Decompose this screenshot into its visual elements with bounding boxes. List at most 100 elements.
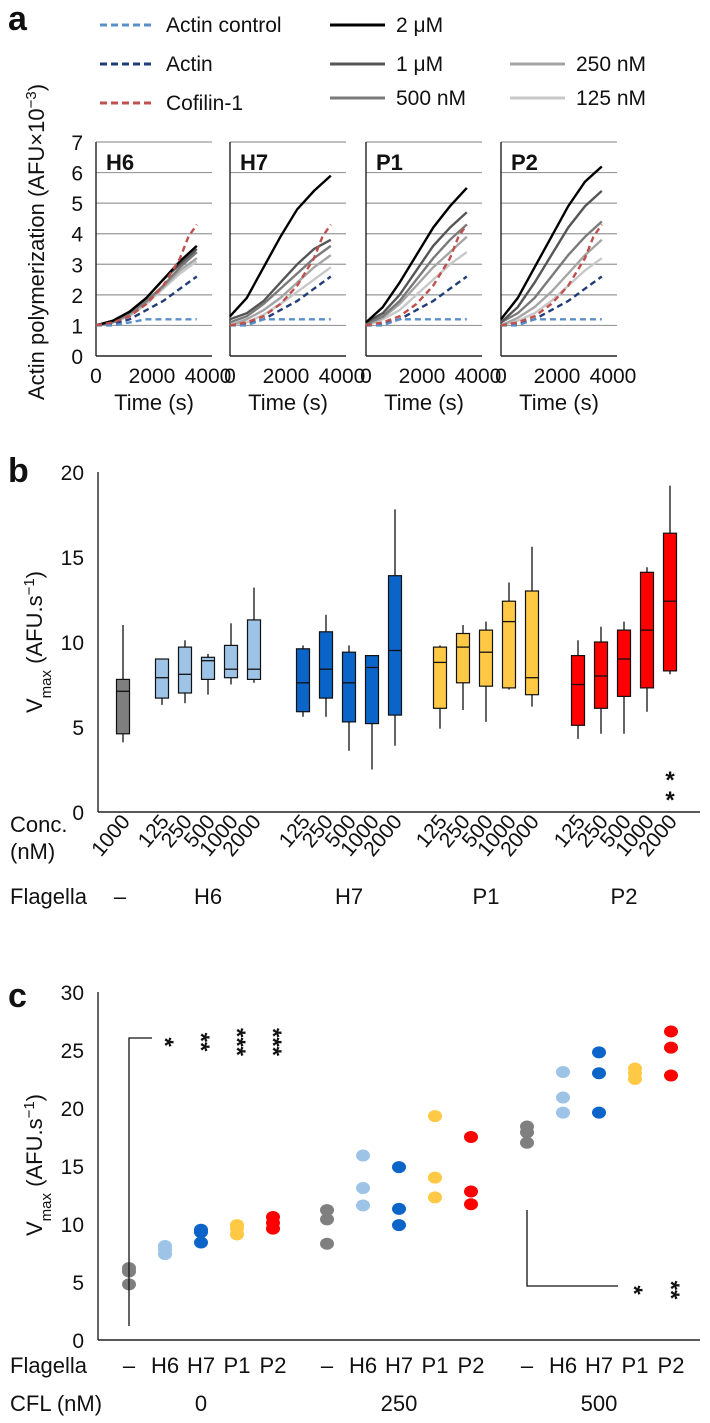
panel-a-x-tick: 2000 <box>129 365 176 388</box>
panel-b-y-axis-title-end: ) <box>22 571 47 578</box>
panel-c-point-250-H6-1 <box>356 1182 370 1195</box>
panel-c-point-0-P2-2 <box>266 1211 280 1224</box>
panel-c-y-tick: 20 <box>61 1098 84 1121</box>
panel-c-significance-bottom: * <box>620 1285 647 1295</box>
panel-a-y-axis-title-end: ) <box>24 84 49 91</box>
panel-b-box-body <box>570 654 586 726</box>
panel-c-point-0-P1-2 <box>230 1219 244 1232</box>
panel-c-flagella-tick: – <box>321 1353 334 1378</box>
panel-b-box-–-1000 <box>115 625 131 743</box>
panel-a-y-tick: 3 <box>71 254 83 277</box>
panel-c-y-axis-title-v: V <box>22 1221 47 1236</box>
panel-a-x-tick: 4000 <box>455 365 502 388</box>
panel-c-significance-top: *** <box>259 1028 286 1057</box>
panel-c-point-250-H7-1 <box>392 1202 406 1215</box>
panel-c-point-250-P1-0 <box>428 1191 442 1204</box>
panel-c-flagella-tick: P2 <box>658 1353 685 1378</box>
panel-b-box-body <box>524 590 540 696</box>
panel-b-conc-label: Conc. <box>10 812 67 837</box>
panel-a-y-axis-title-exp: −3 <box>23 91 40 108</box>
panel-c-cfl-label: CFL (nM) <box>10 1391 102 1416</box>
panel-b-box-P1-125 <box>432 645 448 729</box>
panel-a-x-tick: 4000 <box>590 365 637 388</box>
panel-b-box-body <box>177 646 193 694</box>
panel-letter-c: c <box>8 977 27 1015</box>
panel-b-box-body <box>246 619 262 681</box>
panel-b-box-body <box>432 646 448 709</box>
legend-label-3: 2 μM <box>396 14 443 37</box>
panel-a-series-P1-3 <box>365 187 468 324</box>
panel-a-x-tick: 2000 <box>534 365 581 388</box>
panel-b-box-body <box>295 648 311 713</box>
panel-b-box-H7-1000 <box>364 654 380 770</box>
panel-b-box-P1-1000 <box>501 582 517 690</box>
panel-b-y-axis-title-sub: max <box>38 669 55 698</box>
panel-b-y-tick: 20 <box>61 462 84 485</box>
panel-a-series-P2-2 <box>500 223 603 327</box>
panel-a-series-P2-7 <box>500 257 603 327</box>
panel-b-flagella-group: P1 <box>473 884 500 909</box>
panel-a-subplot-title: P1 <box>376 150 403 175</box>
panel-a-series-H6-3 <box>95 245 198 327</box>
panel-c-flagella-label: Flagella <box>10 1353 88 1378</box>
panel-c-cfl-tick: 500 <box>581 1391 618 1416</box>
panel-a-x-tick: 4000 <box>319 365 366 388</box>
panel-a-series-H7-1 <box>229 275 332 327</box>
panel-b-y-tick: 5 <box>72 717 84 740</box>
panel-a-series-H6-6 <box>95 257 198 327</box>
panel-b-y-axis-title-exp: −1 <box>21 578 38 595</box>
panel-c-point-500-–-2 <box>520 1120 534 1133</box>
panel-a-series-P2-5 <box>500 220 603 324</box>
panel-b-box-H6-250 <box>177 640 193 704</box>
panel-b-box-body <box>115 678 131 735</box>
panel-a-series-P2-1 <box>500 275 603 327</box>
panel-c-y-tick: 25 <box>61 1040 84 1063</box>
panel-b-y-tick: 0 <box>72 802 84 825</box>
panel-letter-b: b <box>8 452 29 490</box>
panel-c-flagella-tick: P2 <box>260 1353 287 1378</box>
panel-a-series-H6-0 <box>96 318 197 327</box>
panel-a-series-P1-0 <box>366 318 467 327</box>
panel-c-point-500-–-0 <box>520 1136 534 1149</box>
panel-b-box-body <box>662 532 678 672</box>
panel-c-y-tick: 5 <box>72 1272 84 1295</box>
panel-b-box-body <box>593 641 609 709</box>
panel-c-point-500-P2-1 <box>664 1041 678 1054</box>
panel-a-series-H6-5 <box>95 251 198 327</box>
panel-b-box-body <box>478 629 494 687</box>
panel-b-flagella-label: Flagella <box>10 884 88 909</box>
panel-b-box-H7-125 <box>295 645 311 717</box>
panel-a-subplot-title: P2 <box>511 150 538 175</box>
panel-a-y-tick: 2 <box>71 285 83 308</box>
panel-c-bracket-bottom <box>526 1210 618 1287</box>
panel-a-series-P1-4 <box>365 211 468 324</box>
panel-c-point-250-P2-1 <box>464 1185 478 1198</box>
panel-a-series-P1-2 <box>365 223 468 327</box>
panel-a-x-tick: 0 <box>224 365 236 388</box>
panel-b-box-H7-2000 <box>387 509 403 746</box>
panel-c-flagella-tick: H7 <box>385 1353 413 1378</box>
panel-c-point-500-H6-1 <box>556 1091 570 1104</box>
panel-c-point-500-H7-2 <box>592 1046 606 1059</box>
panel-a-series-H6-1 <box>95 275 198 327</box>
panel-c-point-500-H7-1 <box>592 1067 606 1080</box>
panel-b-box-body <box>455 632 471 684</box>
panel-a-series-P1-5 <box>365 223 468 325</box>
panel-c-flagella-tick: – <box>521 1353 534 1378</box>
panel-a-series-H7-6 <box>229 254 332 327</box>
panel-c-cfl-tick: 0 <box>195 1391 207 1416</box>
panel-c-point-250-–-1 <box>320 1213 334 1226</box>
panel-c-point-500-P2-0 <box>664 1069 678 1082</box>
panel-b-box-body <box>341 651 357 723</box>
panel-b-box-H6-2000 <box>246 587 262 683</box>
panel-c-significance-top: * <box>151 1037 178 1047</box>
panel-c-significance-top: ** <box>187 1033 214 1052</box>
panel-c-flagella-tick: H6 <box>549 1353 577 1378</box>
panel-c-y-tick: 15 <box>61 1156 84 1179</box>
panel-c-cfl-tick: 250 <box>381 1391 418 1416</box>
panel-b-box-P2-250 <box>593 626 609 734</box>
panel-a-series-P2-4 <box>500 190 603 324</box>
